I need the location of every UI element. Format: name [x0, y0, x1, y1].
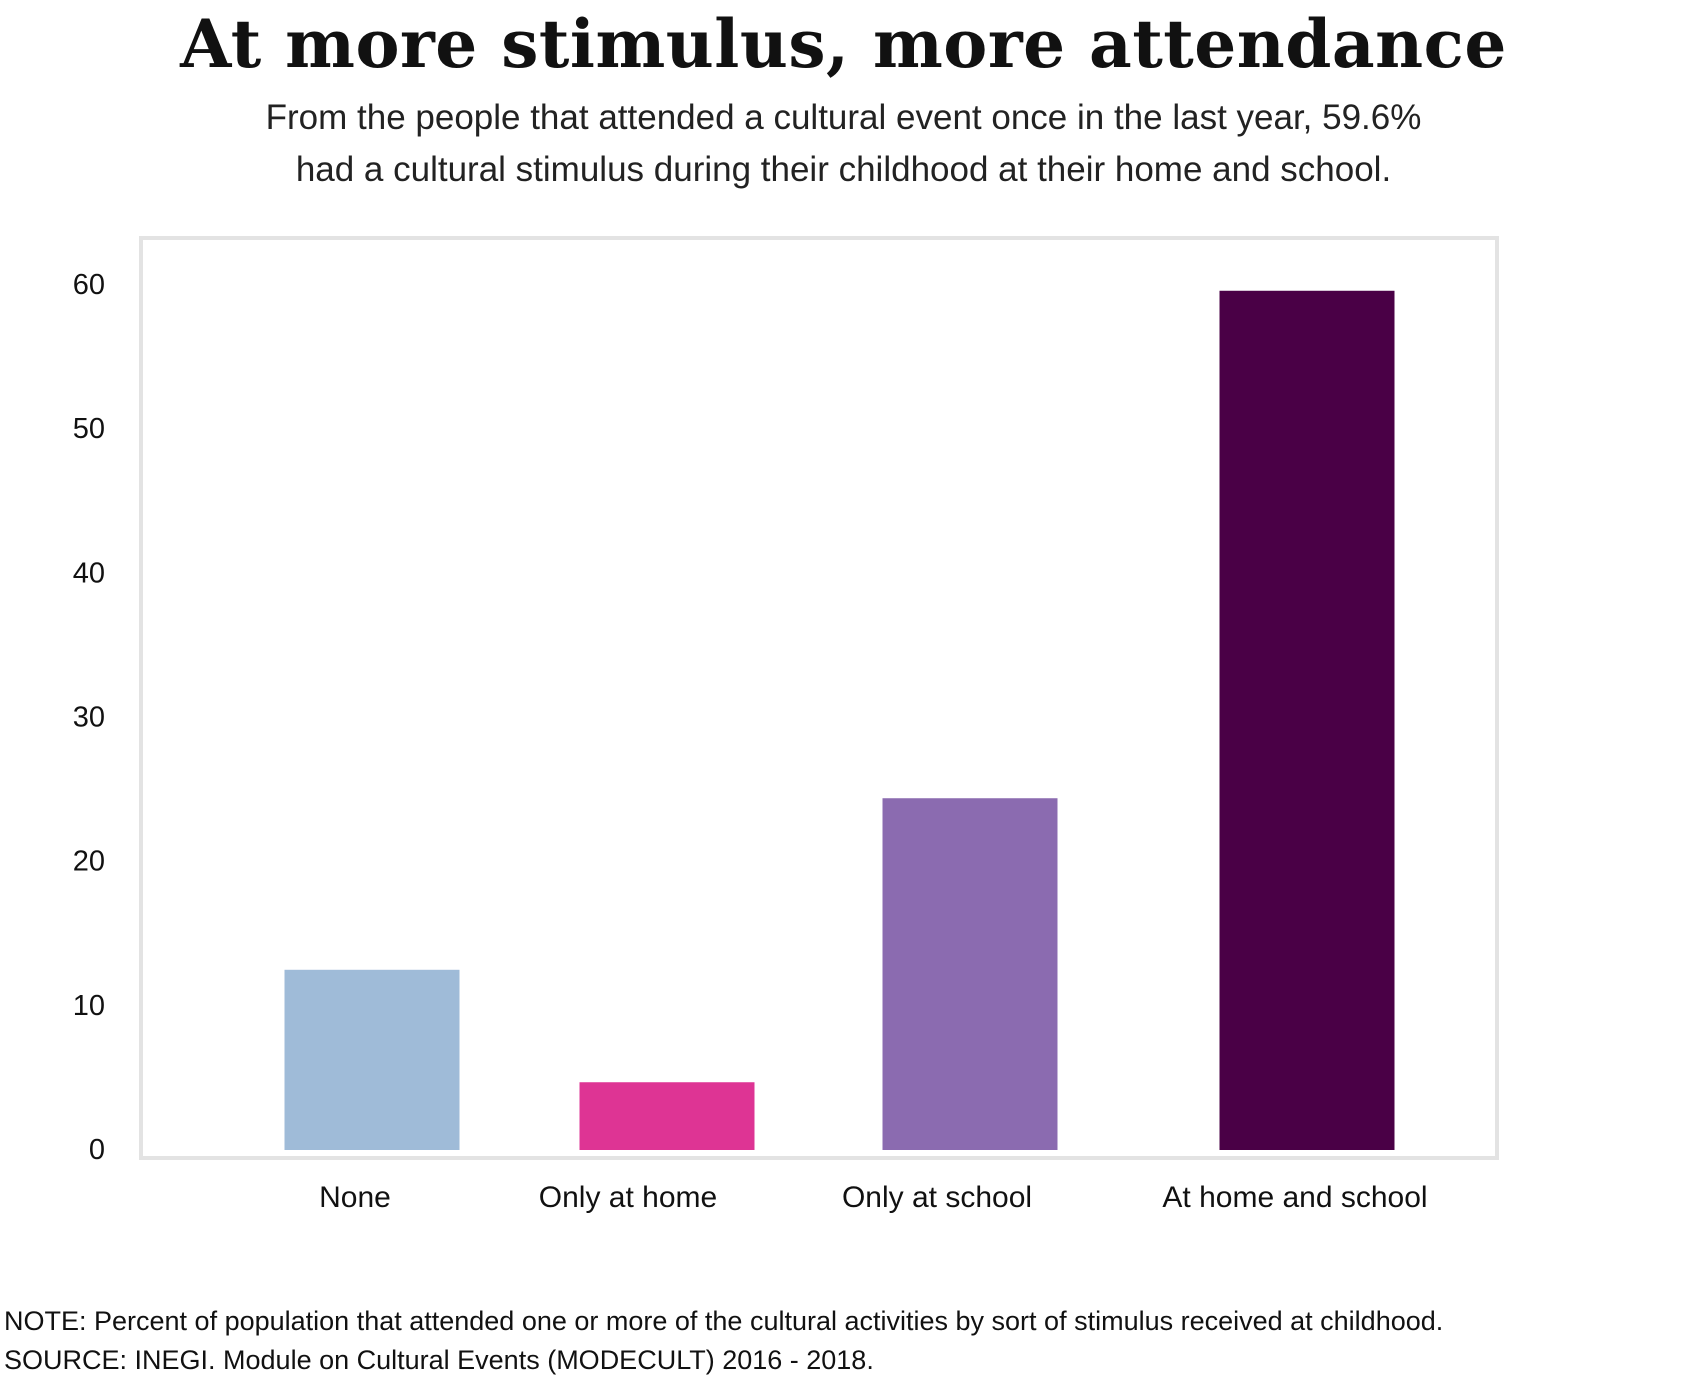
chart-source: SOURCE: INEGI. Module on Cultural Events…	[4, 1345, 874, 1375]
chart-title: At more stimulus, more attendance	[180, 5, 1507, 83]
y-tick-label: 20	[73, 846, 105, 878]
bar-none	[284, 969, 460, 1150]
bar-only-at-school	[882, 798, 1058, 1150]
y-tick-label: 30	[73, 702, 105, 734]
subtitle-line-2: had a cultural stimulus during their chi…	[295, 150, 1392, 189]
chart-subtitle: From the people that attended a cultural…	[0, 92, 1687, 196]
bar-at-home-and-school	[1219, 290, 1395, 1150]
x-category-label: Only at home	[539, 1181, 717, 1214]
y-tick-label: 0	[89, 1134, 105, 1166]
plot-frame	[139, 236, 1499, 1160]
y-tick-label: 40	[73, 557, 105, 589]
y-tick-label: 60	[73, 269, 105, 301]
chart-note: NOTE: Percent of population that attende…	[4, 1306, 1444, 1336]
x-category-label: At home and school	[1162, 1181, 1427, 1214]
y-tick-label: 10	[73, 990, 105, 1022]
x-category-label: None	[319, 1181, 391, 1214]
y-tick-label: 50	[73, 413, 105, 445]
bar-only-at-home	[579, 1082, 755, 1150]
subtitle-line-1: From the people that attended a cultural…	[265, 98, 1422, 137]
chart-footer: NOTE: Percent of population that attende…	[4, 1302, 1443, 1380]
x-category-label: Only at school	[842, 1181, 1032, 1214]
